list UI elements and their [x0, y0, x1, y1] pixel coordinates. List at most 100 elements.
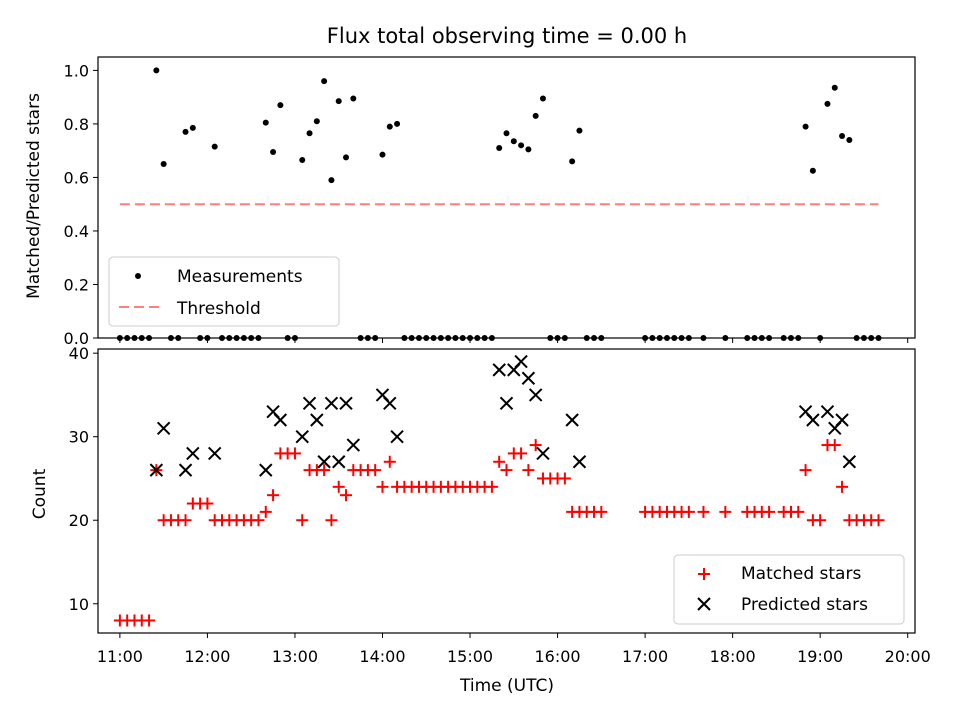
predicted-star-point — [273, 413, 288, 427]
measurement-point — [496, 144, 503, 151]
legend-label-measurements: Measurements — [177, 267, 303, 287]
measurement-point — [503, 130, 510, 137]
legend-marker-measurements — [135, 273, 141, 279]
matched-star-point — [697, 505, 710, 518]
top-legend-box — [108, 256, 340, 327]
matched-star-point — [682, 505, 695, 518]
predicted-star-point — [346, 438, 361, 452]
predicted-star-point — [565, 413, 579, 427]
matched-star-point — [296, 514, 309, 527]
predicted-star-point — [390, 429, 404, 444]
measurement-point — [350, 95, 357, 102]
bottom-y-axis-label: Count — [30, 468, 50, 519]
predicted-star-point — [383, 396, 397, 411]
predicted-star-point — [310, 413, 324, 427]
chart-title: Flux total observing time = 0.00 h — [327, 24, 687, 48]
measurement-point — [262, 119, 269, 126]
measurement-point — [189, 124, 196, 131]
legend-label-matched-stars: Matched stars — [741, 564, 861, 584]
top-y-tick-label: 0.4 — [64, 222, 89, 241]
count-points — [113, 354, 885, 627]
predicted-star-point — [332, 455, 346, 469]
matched-star-point — [814, 514, 827, 527]
measurement-point — [831, 84, 838, 91]
x-tick-label: 14:00 — [359, 647, 405, 666]
top-y-tick-label: 0.0 — [64, 329, 89, 348]
top-y-tick-label: 0.6 — [64, 168, 89, 187]
legend-marker-predicted-stars — [697, 597, 711, 611]
measurement-point — [335, 98, 342, 105]
legend-label-threshold: Threshold — [176, 299, 261, 319]
top-y-tick-label: 0.2 — [64, 275, 89, 294]
predicted-star-point — [324, 396, 339, 411]
predicted-star-point — [499, 396, 514, 411]
top-axes-frame — [97, 56, 916, 339]
matched-star-point — [792, 505, 805, 518]
matched-star-point — [558, 472, 571, 485]
matched-star-point — [340, 489, 353, 502]
measurement-point — [569, 158, 576, 165]
matched-star-point — [493, 455, 506, 468]
matched-star-point — [529, 439, 542, 452]
measurement-point — [211, 143, 218, 150]
predicted-star-point — [295, 429, 309, 444]
predicted-star-point — [820, 404, 835, 419]
matched-star-point — [179, 514, 192, 527]
matched-star-point — [143, 614, 156, 627]
matched-star-point — [383, 455, 396, 468]
matched-star-point — [763, 505, 776, 518]
measurement-point — [846, 136, 853, 143]
matched-star-point — [836, 480, 849, 493]
measurement-point — [532, 112, 539, 119]
bottom-y-tick-label: 30 — [69, 428, 89, 447]
measurement-point — [802, 123, 809, 130]
matched-star-point — [318, 464, 331, 477]
matched-star-point — [595, 505, 608, 518]
predicted-star-point — [842, 455, 857, 469]
matched-star-point — [252, 514, 265, 527]
bottom-axes-frame — [97, 348, 916, 634]
predicted-star-point — [514, 354, 528, 369]
measurement-point — [321, 78, 328, 85]
matched-star-point — [201, 497, 214, 510]
top-panel: Flux total observing time = 0.00 h Match… — [24, 24, 916, 348]
measurement-point — [824, 100, 831, 107]
x-tick-label: 15:00 — [447, 647, 493, 666]
matched-star-point — [259, 505, 272, 518]
measurement-point — [809, 167, 816, 174]
x-tick-label: 12:00 — [184, 647, 230, 666]
measurement-point — [299, 157, 306, 164]
predicted-star-point — [536, 446, 550, 461]
predicted-star-point — [178, 463, 193, 477]
matched-star-point — [267, 489, 280, 502]
bottom-legend: Matched stars Predicted stars — [673, 554, 905, 625]
predicted-star-point — [186, 446, 200, 461]
predicted-star-point — [317, 455, 331, 469]
matched-star-point — [799, 464, 812, 477]
x-tick-label: 18:00 — [710, 647, 756, 666]
predicted-star-point — [208, 446, 222, 461]
measurement-point — [839, 132, 846, 139]
legend-label-predicted-stars: Predicted stars — [741, 595, 868, 615]
bottom-y-tick-label: 20 — [69, 511, 89, 530]
measurement-point — [328, 177, 335, 184]
predicted-star-point — [259, 463, 273, 477]
matched-star-point — [332, 480, 345, 493]
bottom-legend-box — [673, 554, 905, 625]
matched-star-point — [872, 514, 885, 527]
top-y-ticks: 0.0 0.2 0.4 0.6 0.8 1.0 — [64, 61, 98, 348]
bottom-y-ticks: 10 20 30 40 — [69, 344, 98, 614]
matched-star-point — [376, 480, 389, 493]
measurement-point — [313, 118, 320, 125]
predicted-star-point — [835, 413, 849, 427]
measurement-point — [153, 67, 160, 74]
measurement-point — [518, 142, 525, 149]
top-y-axis-label: Matched/Predicted stars — [24, 93, 44, 299]
bottom-y-tick-label: 40 — [69, 344, 89, 363]
x-tick-label: 13:00 — [272, 647, 318, 666]
measurement-point — [182, 128, 189, 135]
measurement-point — [306, 130, 313, 137]
matched-star-point — [288, 447, 301, 460]
predicted-star-point — [806, 413, 820, 427]
matched-star-point — [515, 447, 528, 460]
